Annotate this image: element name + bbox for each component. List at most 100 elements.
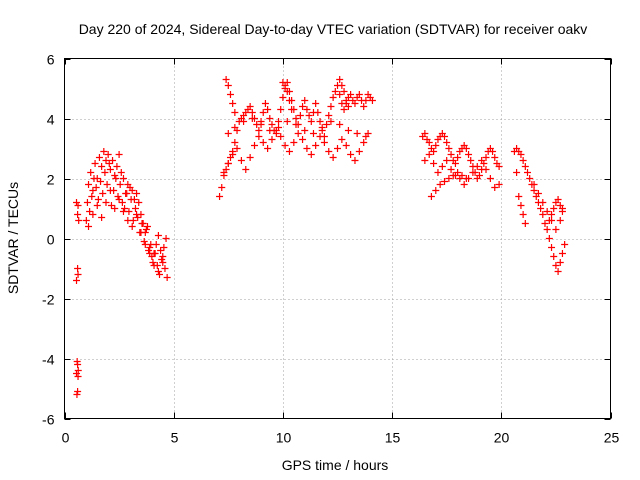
data-point: [355, 148, 363, 155]
data-point: [279, 94, 287, 101]
y-tick-label: -2: [42, 292, 55, 308]
data-point: [259, 109, 267, 116]
data-point: [290, 139, 298, 146]
y-tick-label: -4: [42, 352, 55, 368]
data-point: [150, 262, 158, 269]
data-point: [521, 220, 529, 227]
data-point: [344, 127, 352, 134]
data-point: [73, 391, 81, 398]
data-point: [543, 208, 551, 215]
data-point: [495, 181, 503, 188]
data-point: [119, 208, 127, 215]
data-point: [231, 124, 239, 131]
data-point: [360, 103, 368, 110]
data-point: [441, 178, 449, 185]
data-point: [74, 265, 82, 272]
data-point: [327, 103, 335, 110]
data-point: [307, 151, 315, 158]
data-point: [462, 145, 470, 152]
data-point: [116, 181, 124, 188]
data-point: [111, 205, 119, 212]
x-tick-label: 15: [385, 430, 401, 446]
data-point: [340, 106, 348, 113]
data-point: [556, 259, 564, 266]
data-point: [347, 91, 355, 98]
data-point: [248, 109, 256, 116]
data-point: [231, 139, 239, 146]
data-point: [114, 193, 122, 200]
data-point: [451, 160, 459, 167]
data-point: [425, 151, 433, 158]
data-point: [137, 229, 145, 236]
data-point: [106, 166, 114, 173]
data-point: [237, 157, 245, 164]
data-point: [281, 142, 289, 149]
data-point: [229, 100, 237, 107]
data-point: [115, 196, 123, 203]
data-point: [94, 196, 102, 203]
data-point: [121, 205, 129, 212]
data-point: [224, 160, 232, 167]
data-point: [216, 193, 224, 200]
data-point: [248, 115, 256, 122]
data-point: [73, 358, 81, 365]
data-point: [336, 121, 344, 128]
data-point: [264, 106, 272, 113]
data-point: [554, 196, 562, 203]
data-point: [329, 94, 337, 101]
data-point: [134, 214, 142, 221]
data-point: [545, 217, 553, 224]
data-point: [303, 145, 311, 152]
data-point: [74, 202, 82, 209]
data-point: [556, 217, 564, 224]
data-point: [118, 199, 126, 206]
data-point: [135, 199, 143, 206]
data-point: [307, 118, 315, 125]
data-point: [124, 217, 132, 224]
data-point: [421, 157, 429, 164]
data-point: [342, 97, 350, 104]
data-point: [220, 169, 228, 176]
data-point: [275, 124, 283, 131]
data-point: [73, 199, 81, 206]
data-point: [98, 163, 106, 170]
data-point: [305, 112, 313, 119]
data-point: [432, 142, 440, 149]
y-tick-label: 2: [47, 172, 55, 188]
data-point: [97, 178, 105, 185]
data-point: [91, 160, 99, 167]
data-point: [430, 160, 438, 167]
data-point: [275, 118, 283, 125]
data-point: [454, 154, 462, 161]
data-point: [288, 106, 296, 113]
data-point: [133, 190, 141, 197]
data-point: [430, 148, 438, 155]
y-tick-label: -6: [42, 412, 55, 428]
data-point: [107, 202, 115, 209]
data-point: [82, 217, 90, 224]
data-point: [74, 211, 82, 218]
data-point: [447, 166, 455, 173]
data-points: [73, 76, 569, 398]
data-point: [327, 118, 335, 125]
grid-lines: [64, 58, 611, 419]
data-point: [277, 106, 285, 113]
data-point: [159, 253, 167, 260]
data-point: [89, 187, 97, 194]
data-point: [246, 154, 254, 161]
data-point: [482, 166, 490, 173]
data-point: [360, 139, 368, 146]
data-point: [482, 154, 490, 161]
data-point: [86, 208, 94, 215]
data-point: [104, 151, 112, 158]
data-point: [462, 175, 470, 182]
data-point: [443, 157, 451, 164]
data-point: [160, 244, 168, 251]
data-point: [515, 193, 523, 200]
x-tick-label: 0: [62, 430, 70, 446]
data-point: [268, 121, 276, 128]
data-point: [283, 88, 291, 95]
data-point: [558, 250, 566, 257]
data-point: [74, 373, 82, 380]
data-point: [342, 142, 350, 149]
